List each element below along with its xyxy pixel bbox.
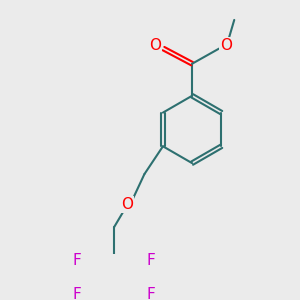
Text: F: F [147,287,155,300]
Text: O: O [122,197,134,212]
Text: F: F [73,287,81,300]
Text: F: F [73,254,81,268]
Text: F: F [147,254,155,268]
Text: O: O [220,38,232,53]
Text: O: O [149,38,161,53]
